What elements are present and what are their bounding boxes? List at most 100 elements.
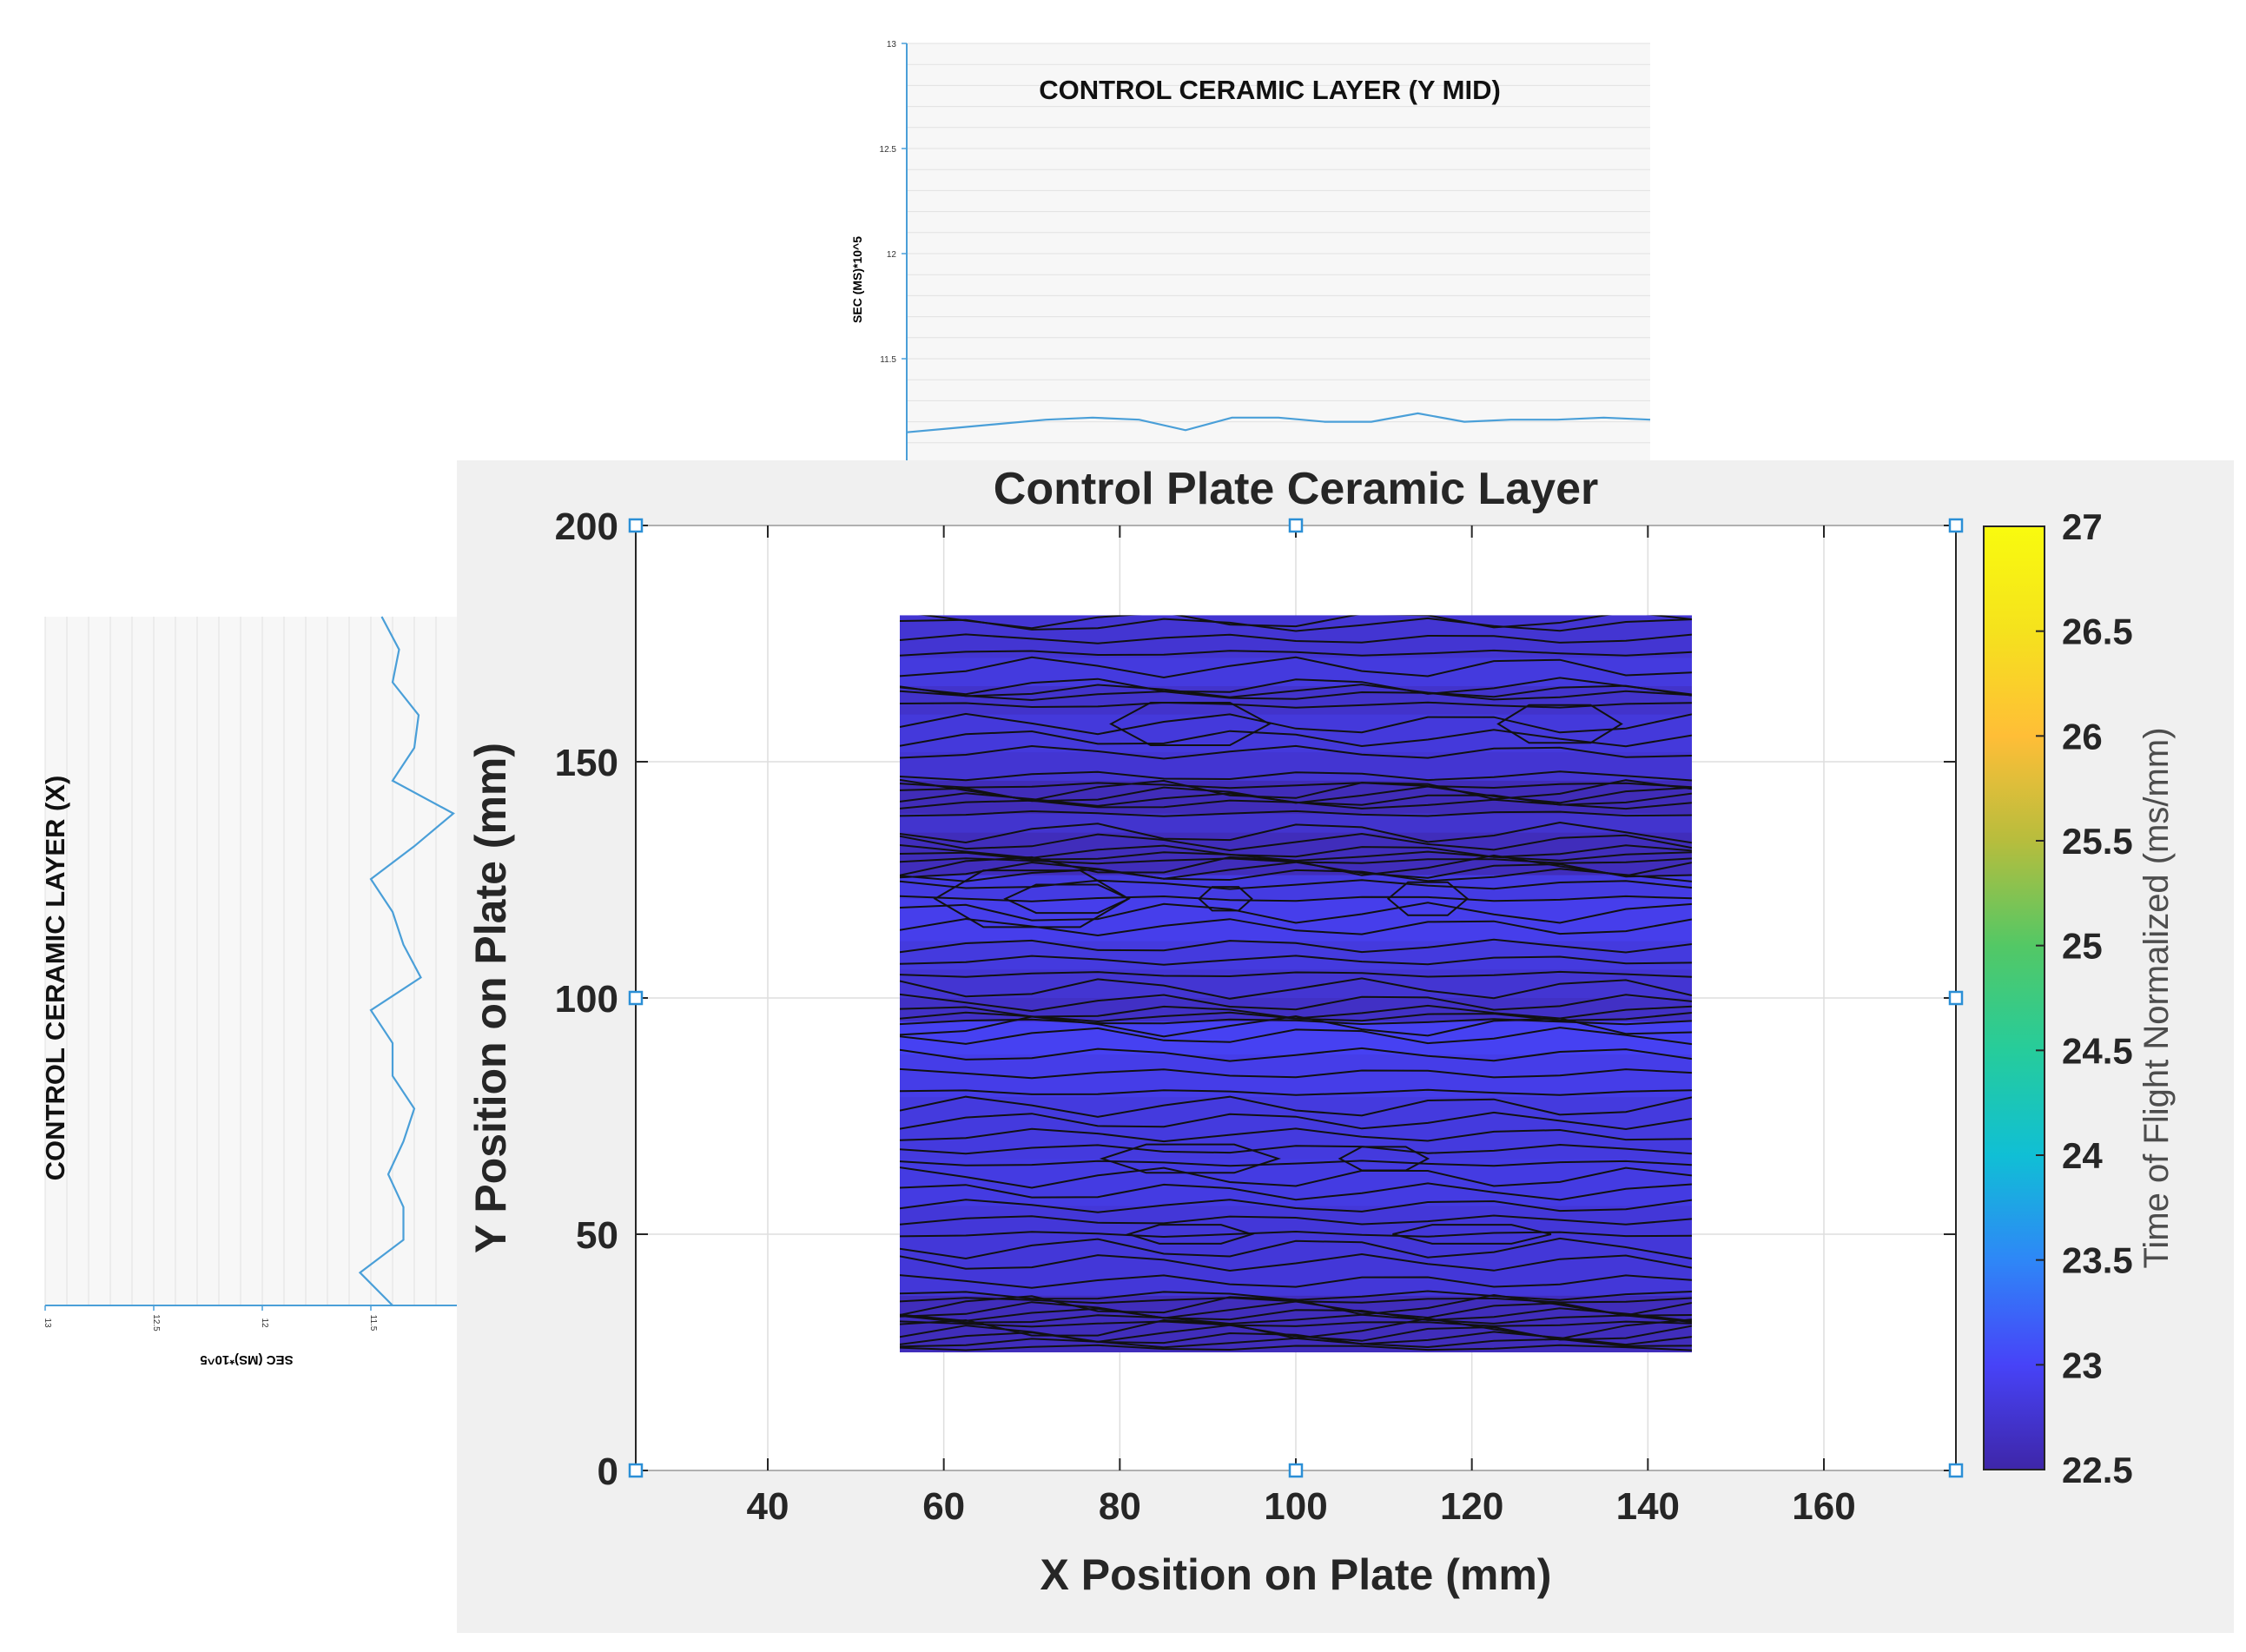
axes-selection-handles[interactable] (628, 518, 1964, 1478)
selection-handle[interactable] (628, 518, 644, 533)
colorbar-tick-label: 26 (2062, 716, 2103, 757)
contour-line (900, 832, 1692, 852)
colorbar-tick-label: 24 (2062, 1135, 2103, 1176)
contour-line (900, 1143, 1692, 1155)
contour-island (1386, 881, 1470, 916)
contour-line (900, 690, 1692, 702)
contour-line (900, 1274, 1692, 1289)
contour-line (900, 649, 1692, 657)
contour-island (1198, 886, 1253, 912)
left-x-tick-label: 13 (43, 1318, 52, 1328)
main-y-tick-label: 50 (576, 1214, 618, 1257)
top-series-line (906, 412, 1651, 433)
colorbar-tick-label: 24.5 (2062, 1030, 2133, 1071)
contour-line (900, 993, 1692, 1013)
main-x-tick-label: 40 (747, 1485, 789, 1528)
main-x-label: X Position on Plate (mm) (1040, 1550, 1552, 1599)
contour-line (900, 1324, 1692, 1343)
contour-line (900, 902, 1692, 924)
main-x-tick-label: 60 (922, 1485, 965, 1528)
left-x-tick-label: 11.5 (368, 1315, 378, 1332)
selection-handle[interactable] (628, 1463, 644, 1478)
contour-line (900, 770, 1692, 782)
colorbar-tick-label: 23 (2062, 1345, 2103, 1385)
contour-island (1126, 1224, 1255, 1245)
selection-handle[interactable] (1948, 990, 1964, 1006)
left-x-tick-label: 12 (260, 1318, 269, 1328)
colorbar-ticks: 22.5 23 23.5 24 24.5 25 25.5 26 26.5 27 (2036, 506, 2133, 1490)
contour-line (900, 821, 1692, 844)
colorbar-label: Time of Flight Normalized (ms/mm) (2137, 727, 2176, 1268)
contour-band (900, 1054, 1692, 1098)
selection-handle[interactable] (1288, 1463, 1304, 1478)
main-contour-chart-panel: Control Plate Ceramic Layer 40 60 80 100 120… (457, 460, 2234, 1633)
contour-line (900, 850, 1692, 862)
contour-line (900, 1307, 1692, 1322)
contour-band (900, 752, 1692, 781)
main-x-tick-label: 100 (1264, 1485, 1327, 1528)
contour-line (900, 1027, 1692, 1046)
main-chart-title: Control Plate Ceramic Layer (994, 464, 1598, 514)
contour-line (900, 1088, 1692, 1096)
contour-line (900, 656, 1692, 679)
contour-line (900, 857, 1692, 865)
selection-handle[interactable] (628, 990, 644, 1006)
selection-handle[interactable] (1948, 518, 1964, 533)
left-chart-title: CONTROL CERAMIC LAYER (X) (40, 776, 70, 1181)
contour-line (900, 729, 1692, 748)
contour-line (900, 1199, 1692, 1213)
contour-line (900, 1166, 1692, 1189)
main-y-ticks: 0 50 100 150 200 (555, 506, 1956, 1493)
selection-handle[interactable] (1288, 518, 1304, 533)
contour-island (1109, 702, 1272, 746)
contour-line (900, 684, 1692, 698)
contour-line (900, 1004, 1692, 1020)
contour-line (900, 868, 1692, 882)
main-y-tick-label: 150 (555, 742, 618, 784)
left-x-ticks: 13 12.5 12 11.5 (43, 1305, 378, 1332)
main-x-tick-label: 160 (1792, 1485, 1855, 1528)
main-x-tick-label: 80 (1099, 1485, 1141, 1528)
top-y-tick-label: 13 (887, 40, 897, 50)
top-y-tick-label: 12 (887, 250, 897, 260)
contour-line (900, 1290, 1692, 1301)
main-contour-chart: Control Plate Ceramic Layer 40 60 80 100 120… (466, 464, 2176, 1599)
contour-line (900, 1237, 1692, 1260)
contour-line (900, 633, 1692, 644)
contour-line (900, 1047, 1692, 1062)
contour-island (1338, 1146, 1430, 1172)
contour-line (900, 1018, 1692, 1026)
contour-line (900, 617, 1692, 632)
selection-handle[interactable] (1948, 1463, 1964, 1478)
contour-band (900, 813, 1692, 833)
main-y-tick-label: 200 (555, 506, 618, 548)
contour-line (900, 1111, 1692, 1131)
contour-line (900, 1127, 1692, 1143)
top-y-tick-label: 11.5 (880, 355, 896, 365)
contour-line (900, 1160, 1692, 1167)
contour-line (900, 1313, 1692, 1325)
contour-band (900, 657, 1692, 686)
contour-line (900, 938, 1692, 954)
top-chart-title: CONTROL CERAMIC LAYER (Y MID) (1039, 75, 1501, 105)
contour-line (900, 1067, 1692, 1080)
top-y-tick-label: 12.5 (880, 145, 897, 155)
contour-line (900, 701, 1692, 709)
main-y-label: Y Position on Plate (mm) (466, 743, 515, 1253)
contour-line (900, 782, 1692, 790)
colorbar-tick-label: 25 (2062, 926, 2103, 967)
contour-island (1392, 1224, 1552, 1245)
left-x-label: SEC (MS)*10^5 (200, 1352, 293, 1367)
contour-line (900, 1297, 1692, 1305)
contour-lines (900, 615, 1692, 1351)
colorbar-tick-label: 22.5 (2062, 1450, 2133, 1490)
contour-line (900, 844, 1692, 859)
contour-island (1496, 704, 1623, 744)
main-x-tick-label: 120 (1440, 1485, 1503, 1528)
contour-line (900, 955, 1692, 966)
contour-line (900, 778, 1692, 802)
contour-line (900, 1317, 1692, 1340)
